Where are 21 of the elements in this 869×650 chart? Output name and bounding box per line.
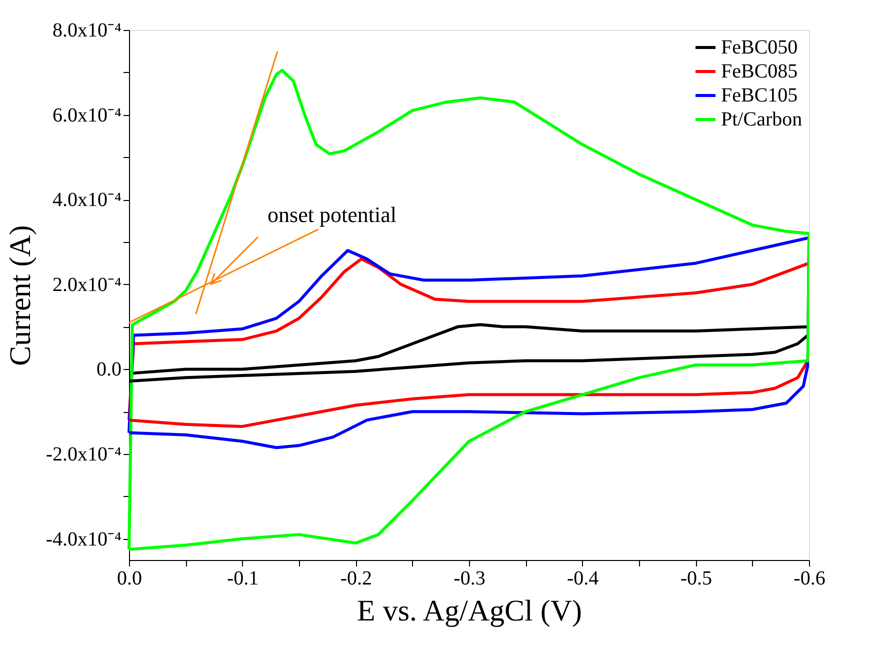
legend-label: Pt/Carbon (721, 108, 802, 130)
x-tick-label: -0.2 (340, 568, 372, 590)
y-tick-label: 8.0x10⁻⁴ (52, 20, 122, 42)
x-tick-label: -0.3 (454, 568, 486, 590)
y-tick-label: 0.0 (96, 358, 122, 381)
annotation: onset potential (268, 202, 396, 227)
x-tick-label: -0.6 (794, 568, 826, 590)
x-tick-label: 0.0 (117, 568, 142, 590)
legend-label: FeBC105 (721, 84, 798, 106)
y-axis-title: Current (A) (4, 225, 37, 366)
y-tick-label: -2.0x10⁻⁴ (46, 444, 122, 466)
y-tick-label: 4.0x10⁻⁴ (52, 189, 122, 212)
x-tick-label: -0.5 (680, 568, 712, 590)
legend-label: FeBC085 (721, 60, 798, 82)
x-tick-label: -0.1 (226, 568, 259, 590)
x-tick-label: -0.4 (566, 568, 599, 590)
y-tick-label: 2.0x10⁻⁴ (52, 274, 122, 296)
legend-label: FeBC050 (721, 36, 798, 58)
y-tick-label: -4.0x10⁻⁴ (46, 528, 122, 550)
y-tick-label: 6.0x10⁻⁴ (52, 104, 122, 126)
x-axis-title: E vs. Ag/AgCl (V) (357, 594, 582, 628)
